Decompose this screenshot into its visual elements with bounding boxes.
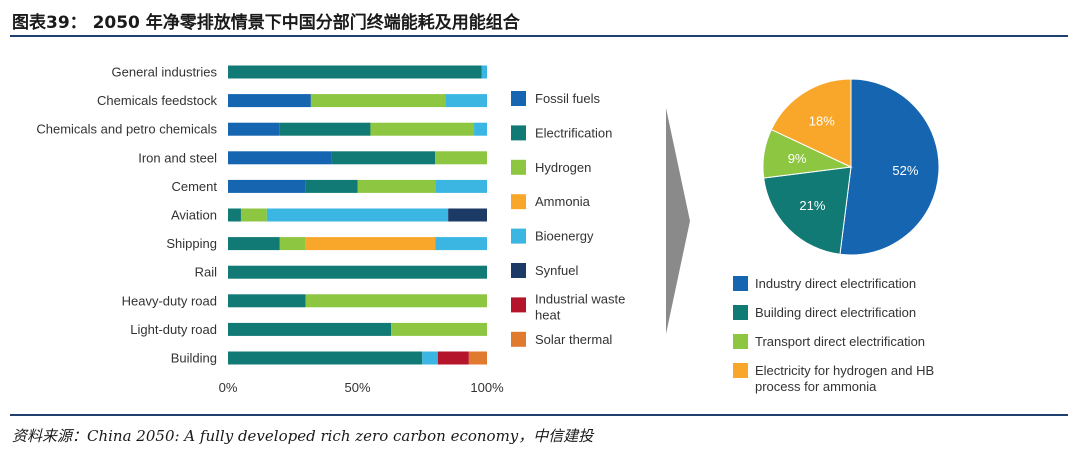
bar-building-industrial-waste-heat [437,351,469,365]
bar-chemicals-and-petro-chemicals-electrification [279,122,371,136]
pie-legend-swatch-building-direct-electrification [733,305,748,320]
legend-label-fossil-fuels: Fossil fuels [535,91,601,106]
legend-label-bioenergy: Bioenergy [535,229,594,244]
legend-swatch-fossil-fuels [511,91,526,106]
legend-label-electrification: Electrification [535,125,612,140]
category-label-heavy-duty-road: Heavy-duty road [122,293,217,308]
legend-label-hydrogen: Hydrogen [535,160,591,175]
bar-chemicals-feedstock-hydrogen [310,94,446,108]
bar-aviation-bioenergy [266,208,449,222]
legend-label-ammonia: Ammonia [535,194,591,209]
bar-light-duty-road-electrification [228,322,392,336]
category-label-iron-and-steel: Iron and steel [138,150,217,165]
bar-chemicals-feedstock-fossil-fuels [228,94,311,108]
pie-slice-electricity-for-hydrogen-and-hb-process-for-ammonia [770,78,852,168]
legend-label-solar-thermal: Solar thermal [535,332,612,347]
arrow-divider [666,108,690,334]
bar-shipping-electrification [228,237,280,251]
bar-light-duty-road-hydrogen [391,322,487,336]
bar-cement-hydrogen [357,179,436,193]
legend-swatch-hydrogen [511,159,526,175]
bar-rail-electrification [228,265,487,279]
bottom-rule [10,414,1068,416]
bar-building-electrification [228,351,423,365]
bar-chemicals-and-petro-chemicals-hydrogen [370,122,475,136]
bar-chemicals-and-petro-chemicals-bioenergy [474,122,487,136]
pie-chart: 52% 21% 9% 18% [762,78,940,256]
bar-legend: Fossil fuels Electrification Hydrogen Ammon… [511,91,625,347]
bar-iron-and-steel-hydrogen [435,151,487,165]
bar-general-industries-bioenergy [481,65,487,79]
legend-swatch-solar-thermal [511,331,526,347]
x-tick-label: 50% [344,380,370,395]
category-label-cement: Cement [171,179,217,194]
legend-swatch-ammonia [511,194,526,210]
pie-slice-building-direct-electrification [763,166,852,255]
bar-iron-and-steel-fossil-fuels [228,151,332,165]
legend-swatch-industrial-waste-heat [511,297,526,313]
pie-legend: Industry direct electrification Building … [733,276,934,394]
bar-cement-electrification [305,179,358,193]
bar-chemicals-and-petro-chemicals-fossil-fuels [228,122,280,136]
category-label-rail: Rail [195,265,218,280]
bar-general-industries-electrification [228,65,482,79]
category-label-light-duty-road: Light-duty road [130,322,217,337]
bar-building-bioenergy [422,351,438,365]
bar-heavy-duty-road-electrification [228,294,306,308]
pie-legend-swatch-transport-direct-electrification [733,334,748,349]
pie-label-transport-direct-electrification: 9% [788,151,807,166]
source-note: 资料来源：China 2050: A fully developed rich … [12,427,594,445]
x-tick-label: 0% [219,380,238,395]
bar-aviation-hydrogen [240,208,267,222]
bar-shipping-hydrogen [279,237,306,251]
bar-chart: General industries Chemicals feedstock Che… [36,65,504,396]
bar-cement-fossil-fuels [228,179,306,193]
category-label-shipping: Shipping [166,236,217,251]
pie-legend-swatch-industry-direct-electrification [733,276,748,291]
top-rule [10,35,1068,37]
bar-chemicals-feedstock-bioenergy [445,94,487,108]
pie-label-industry-direct-electrification: 52% [892,163,918,178]
category-label-general-industries: General industries [112,65,218,80]
bar-aviation-synfuel [448,208,487,222]
pie-label-electricity-for-hydrogen-and-hb-process-for-ammonia: 18% [809,113,835,128]
legend-label-synfuel: Synfuel [535,263,578,278]
category-label-building: Building [171,351,217,366]
legend-label-industrial-waste-heat: Industrial waste heat [535,291,625,322]
legend-swatch-bioenergy [511,228,526,244]
pie-slice-industry-direct-electrification [839,78,940,256]
bar-building-solar-thermal [468,351,487,365]
category-label-aviation: Aviation [171,208,217,223]
legend-swatch-synfuel [511,263,526,278]
category-label-chemicals-and-petro-chemicals: Chemicals and petro chemicals [36,122,217,137]
pie-legend-label-industry-direct-electrification: Industry direct electrification [755,276,916,291]
legend-swatch-electrification [511,125,526,141]
bar-heavy-duty-road-hydrogen [305,294,487,308]
pie-legend-label-building-direct-electrification: Building direct electrification [755,305,916,320]
bar-cement-bioenergy [435,179,487,193]
figure-title: 图表39： 2050 年净零排放情景下中国分部门终端能耗及用能组合 [12,13,520,33]
bar-iron-and-steel-electrification [331,151,436,165]
bar-shipping-bioenergy [435,237,487,251]
bar-shipping-ammonia [305,237,436,251]
pie-legend-swatch-electricity-for-hydrogen-and-hb-process-for-ammonia [733,363,748,378]
pie-label-building-direct-electrification: 21% [799,198,825,213]
pie-legend-label-transport-direct-electrification: Transport direct electrification [755,334,925,349]
bar-aviation-electrification [228,208,241,222]
category-label-chemicals-feedstock: Chemicals feedstock [97,93,217,108]
pie-legend-label-electricity-for-hydrogen-and-hb-process-for-ammonia: Electricity for hydrogen and HB process f… [755,363,934,394]
x-tick-label: 100% [470,380,504,395]
